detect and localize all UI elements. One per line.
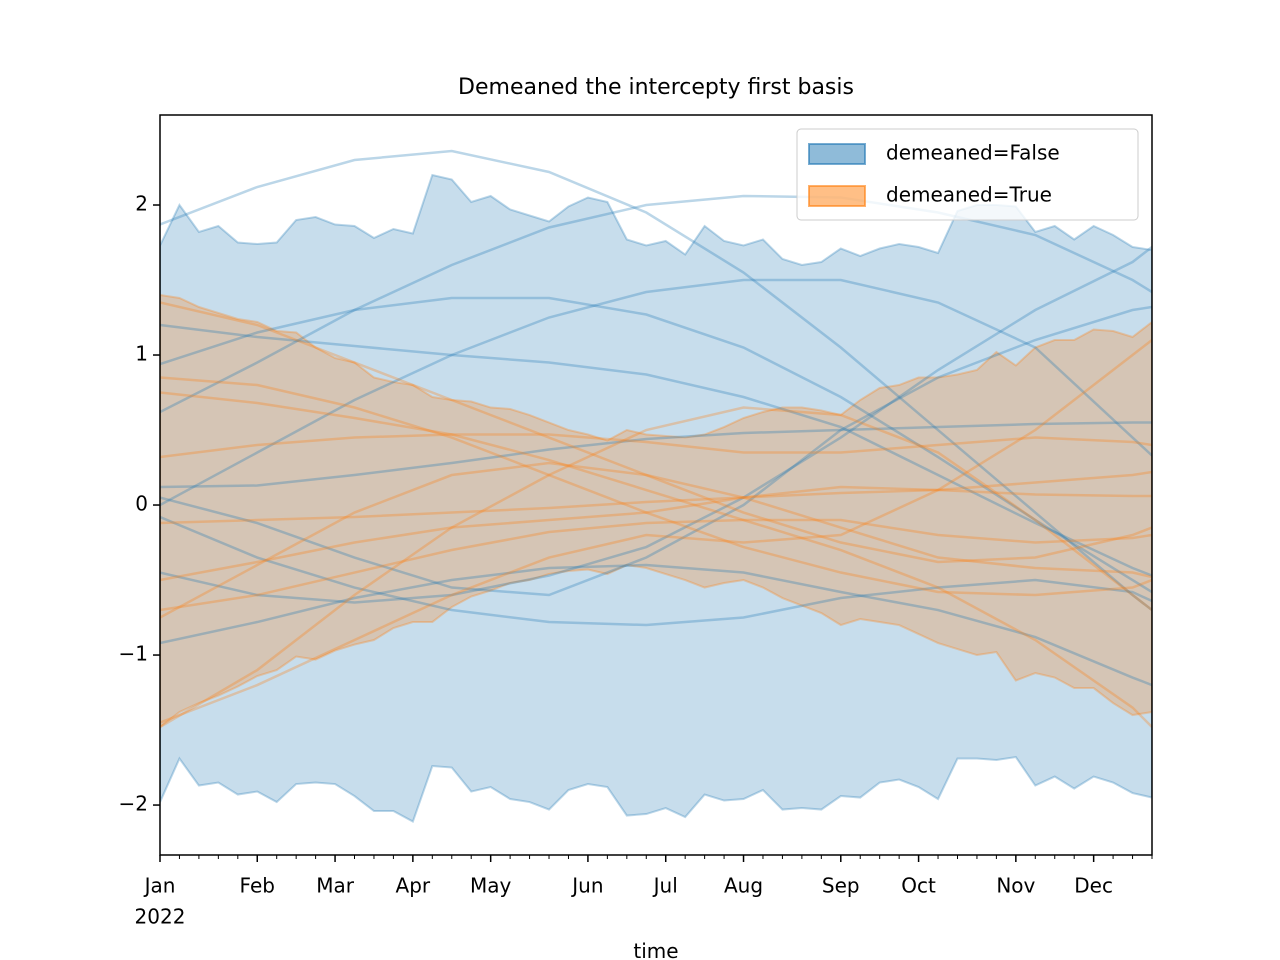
legend-label: demeaned=False	[886, 141, 1060, 165]
curve	[160, 406, 1152, 729]
curve	[160, 515, 1152, 627]
x-tick-label: Oct	[901, 874, 936, 898]
x-tick-label: Mar	[316, 874, 355, 898]
x-tick-label: Dec	[1074, 874, 1113, 898]
y-tick-label: 2	[135, 192, 148, 216]
y-tick-label: 0	[135, 492, 148, 516]
curve	[160, 376, 1152, 597]
curve	[160, 433, 1152, 459]
x-tick-label: Jun	[570, 874, 603, 898]
x-tick-label: Nov	[996, 874, 1035, 898]
legend-label: demeaned=True	[886, 183, 1052, 207]
legend-box	[796, 128, 1139, 221]
x-tick-label: Jul	[652, 874, 678, 898]
x-tick-label: Feb	[240, 874, 275, 898]
y-tick-label: −2	[119, 792, 148, 816]
x-tick-label: Jan	[143, 874, 176, 898]
x-axis-label: time	[633, 939, 678, 960]
band	[160, 173, 1152, 823]
curve	[160, 339, 1152, 724]
curve	[160, 518, 1152, 612]
curve	[160, 296, 1152, 594]
curve	[160, 461, 1152, 619]
chart-title: Demeaned the intercepty first basis	[458, 75, 854, 100]
x-tick-label: May	[470, 874, 512, 898]
x-tick-label: Aug	[724, 874, 763, 898]
legend-swatch	[808, 185, 866, 207]
curve	[160, 305, 1152, 597]
y-tick-label: −1	[119, 642, 148, 666]
legend: demeaned=False demeaned=True	[796, 128, 1139, 221]
curve	[160, 323, 1152, 577]
legend-swatch	[808, 143, 866, 165]
band	[160, 294, 1152, 729]
plot-frame	[159, 114, 1153, 856]
year-label: 2022	[135, 905, 186, 929]
plot-area	[160, 149, 1152, 823]
curve	[160, 485, 1152, 582]
curve	[160, 470, 1152, 525]
curve	[160, 563, 1152, 687]
curve	[160, 149, 1152, 612]
x-tick-label: Sep	[822, 874, 860, 898]
x-tick-label: Apr	[396, 874, 431, 898]
curve	[160, 301, 1152, 564]
curve	[160, 421, 1152, 489]
curve	[160, 246, 1152, 604]
y-tick-label: 1	[135, 342, 148, 366]
curve	[160, 194, 1152, 414]
curve	[160, 278, 1152, 507]
curve	[160, 391, 1152, 728]
